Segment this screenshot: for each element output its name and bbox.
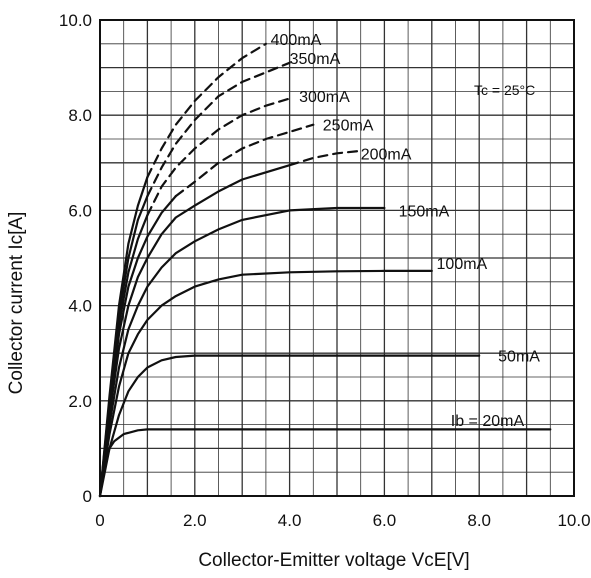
x-tick-label: 6.0 [373, 511, 397, 530]
x-tick-label: 8.0 [467, 511, 491, 530]
y-tick-label: 10.0 [59, 11, 92, 30]
y-tick-label: 8.0 [68, 106, 92, 125]
x-tick-label: 10.0 [557, 511, 590, 530]
tick-labels: 0 2.0 4.0 6.0 8.0 10.0 0 2.0 4.0 6.0 8.0 10.0 [59, 11, 591, 530]
curve-label: 300mA [299, 89, 350, 106]
curve-label: 350mA [290, 51, 341, 68]
curve-label: 50mA [498, 349, 540, 366]
series-line-350ma-extrapolated [146, 61, 291, 198]
curve-label: 250mA [323, 118, 374, 135]
series-line-300ma-extrapolated [146, 97, 291, 217]
curve-labels: Ib = 20mA 50mA 100mA 150mA 200mA 250mA 300mA 35… [271, 32, 541, 430]
temperature-annotation: Tc = 25°C [474, 82, 535, 98]
series-line-100ma [98, 269, 433, 498]
series-group [98, 42, 552, 498]
plot-frame [99, 19, 575, 497]
curve-label: Ib = 20mA [451, 413, 525, 430]
series-line-400ma-extrapolated [146, 42, 267, 179]
curve-label: 400mA [271, 32, 322, 49]
curve-label: 100mA [437, 256, 488, 273]
x-axis-title: Collector-Emitter voltage VcE[V] [198, 550, 469, 571]
y-axis-title: Collector current Ic[A] [6, 212, 27, 395]
y-tick-label: 0 [83, 487, 92, 506]
series-line-150ma [98, 206, 386, 498]
series-line-400ma [98, 176, 149, 498]
y-tick-label: 2.0 [68, 392, 92, 411]
x-tick-label: 2.0 [183, 511, 207, 530]
curve-label: 200mA [361, 146, 412, 163]
curve-label: 150mA [399, 203, 450, 220]
y-tick-label: 6.0 [68, 201, 92, 220]
series-line-50ma [98, 354, 481, 498]
x-tick-label: 4.0 [278, 511, 302, 530]
y-tick-label: 4.0 [68, 297, 92, 316]
grid [99, 19, 575, 497]
x-tick-label: 0 [95, 511, 104, 530]
series-line-250ma-extrapolated [174, 123, 315, 198]
series-line-200ma-extrapolated [288, 149, 362, 167]
series-line-200ma [98, 164, 291, 498]
